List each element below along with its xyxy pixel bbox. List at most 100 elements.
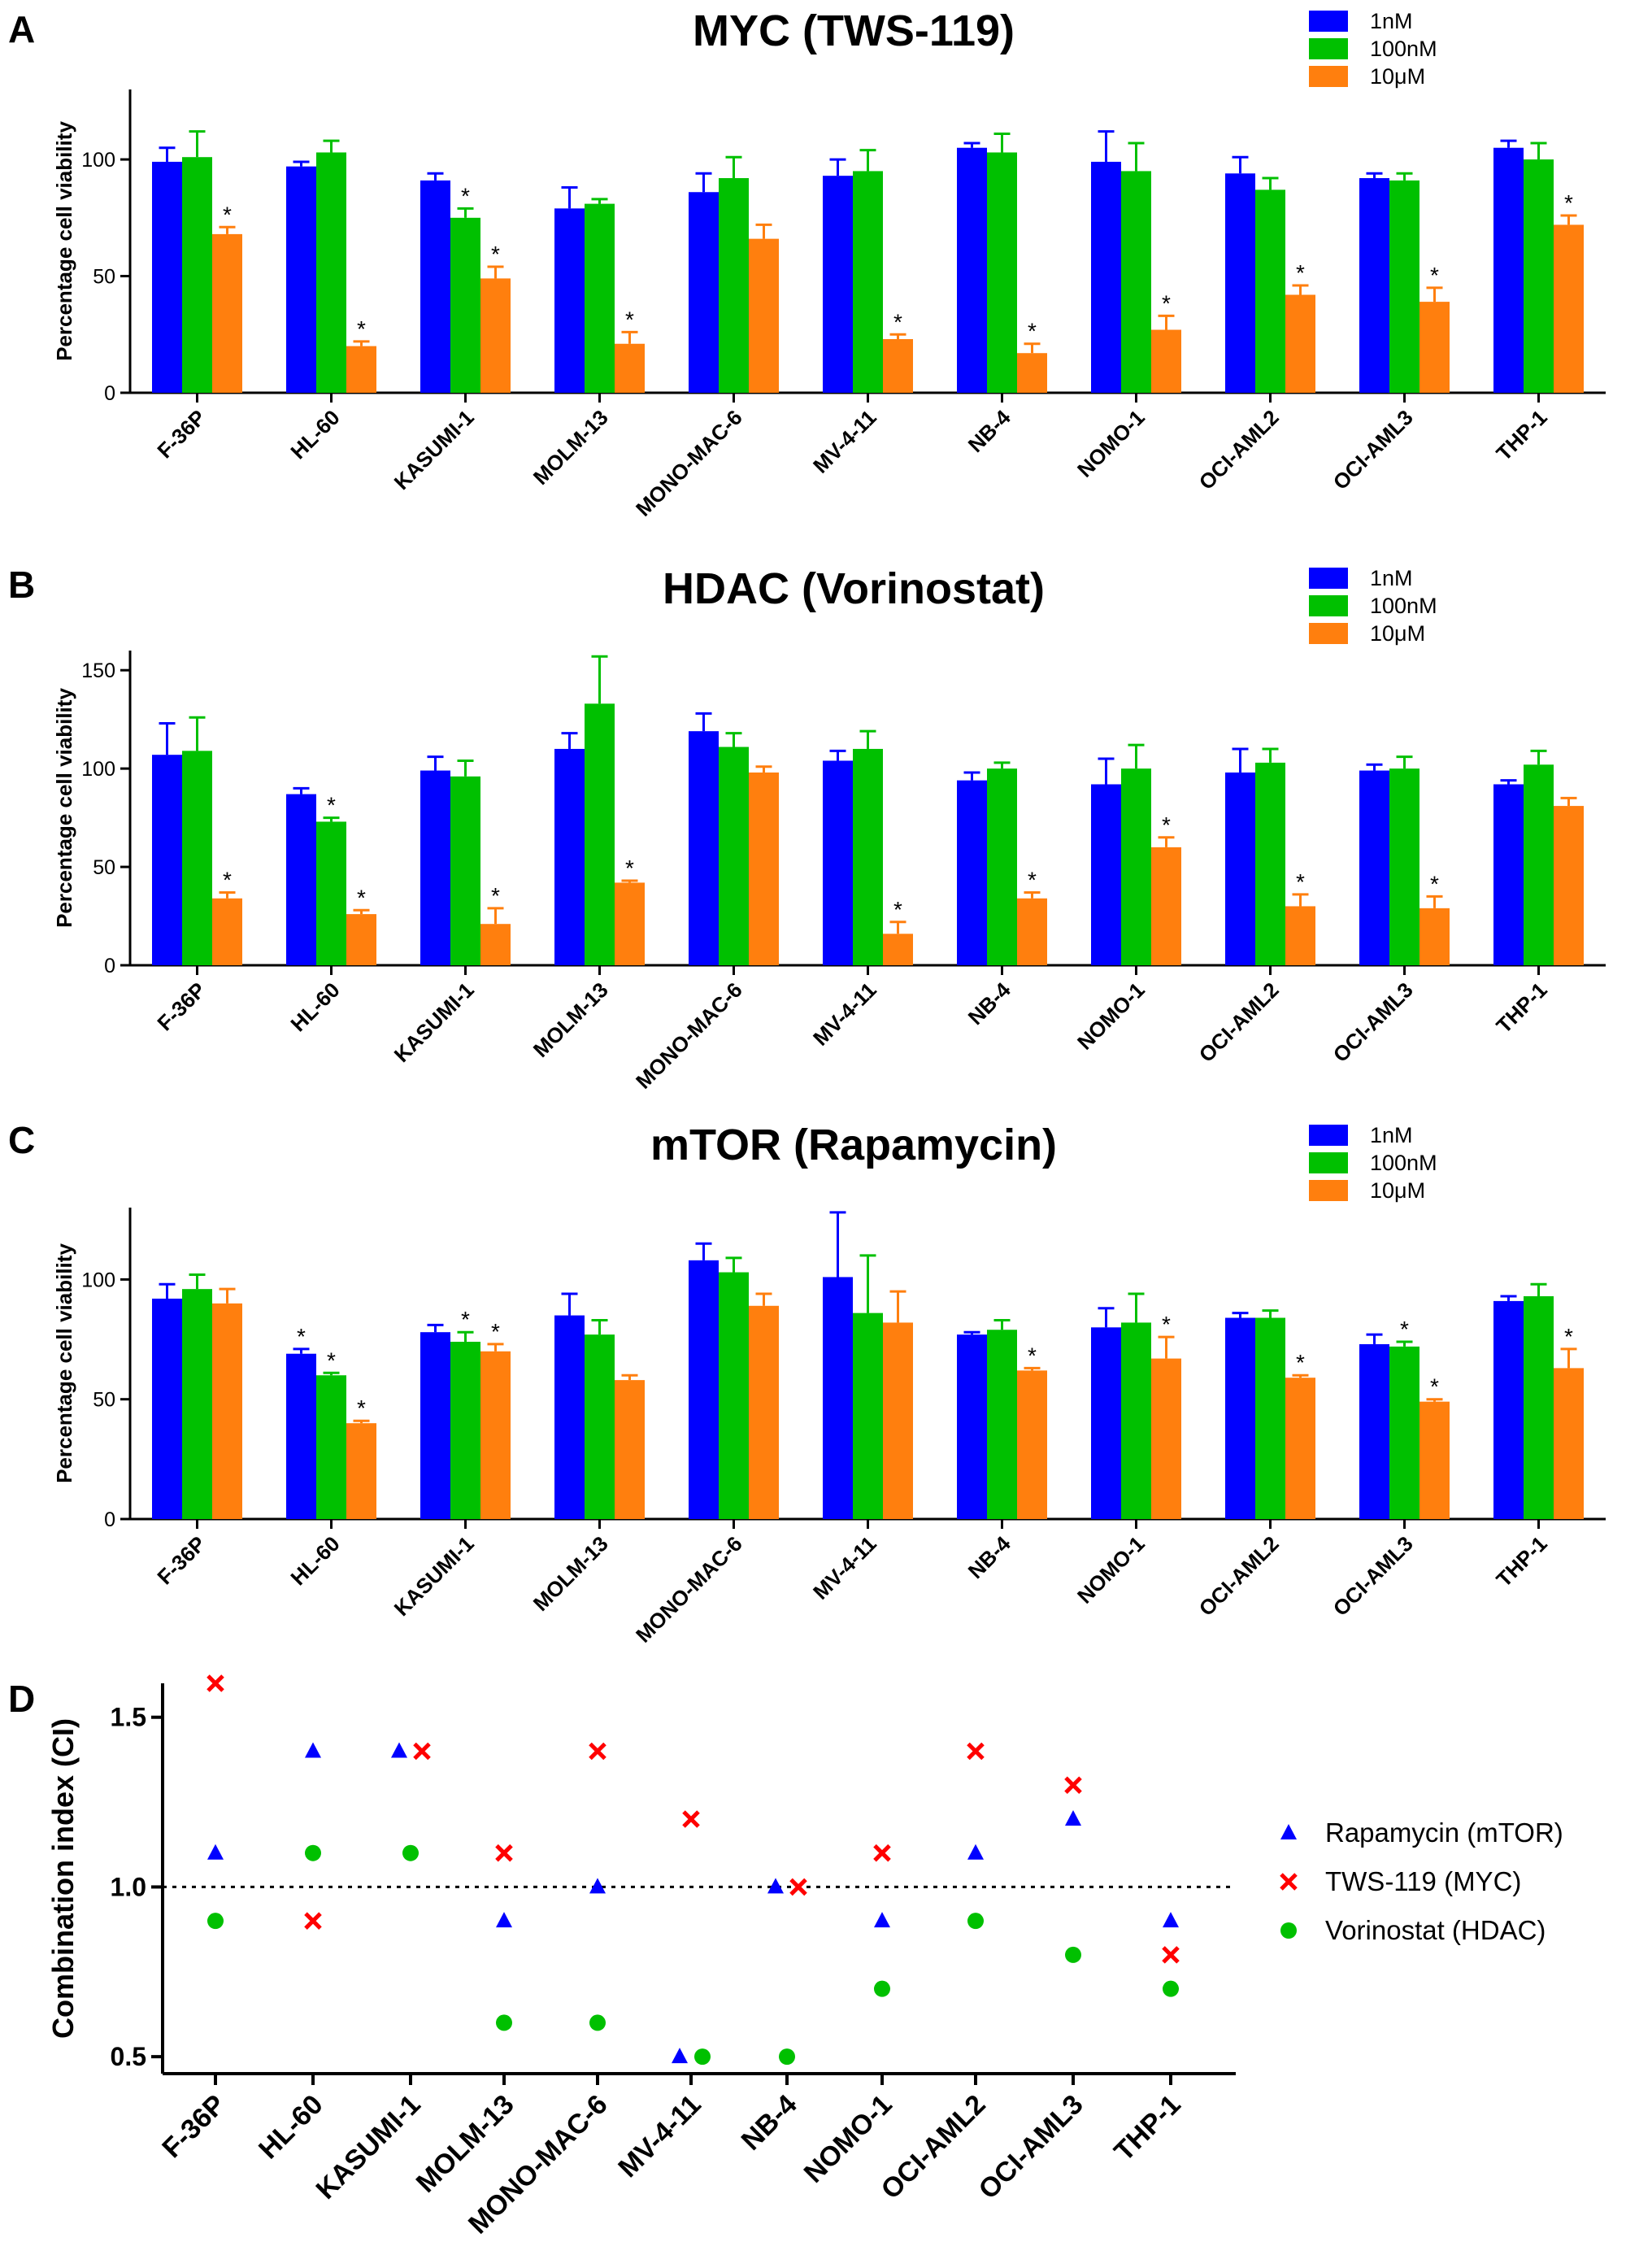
data-point	[967, 1913, 984, 1930]
legend-label: TWS-119 (MYC)	[1325, 1866, 1521, 1896]
bar	[1121, 171, 1151, 393]
x-tick-label: KASUMI-1	[389, 977, 479, 1067]
bar	[480, 924, 511, 965]
data-point	[207, 1913, 224, 1930]
x-tick-label: MV-4-11	[612, 2089, 706, 2183]
bar	[554, 1315, 585, 1519]
significance-star: *	[893, 309, 902, 334]
significance-star: *	[625, 855, 634, 881]
legend-label: 10μM	[1370, 64, 1425, 89]
x-tick-label: KASUMI-1	[311, 2089, 427, 2205]
bar	[1389, 180, 1419, 393]
panel-letter-a: A	[8, 8, 35, 50]
bar	[957, 147, 987, 393]
bar	[585, 203, 615, 393]
bar	[1493, 784, 1524, 965]
panel-b-viability-chart: B HDAC (Vorinostat) Percentage cell viab…	[8, 564, 1606, 1094]
bar	[1151, 329, 1181, 393]
x-tick-label: THP-1	[1108, 2089, 1186, 2167]
significance-star: *	[223, 202, 232, 227]
legend-swatch	[1309, 1125, 1348, 1146]
x-tick-label: OCI-AML3	[1328, 977, 1418, 1067]
bar	[689, 731, 719, 965]
significance-star: *	[625, 307, 634, 332]
bar	[987, 768, 1017, 965]
bar	[286, 1353, 316, 1519]
significance-star: *	[297, 1324, 306, 1349]
data-point	[1065, 1946, 1081, 1963]
x-tick-label: NB-4	[736, 2089, 803, 2157]
data-point	[304, 1912, 322, 1930]
x-tick-label: THP-1	[1491, 405, 1551, 465]
data-point	[207, 1844, 224, 1860]
marker-stroke	[682, 1810, 700, 1828]
x-tick-label: HL-60	[285, 405, 344, 464]
significance-star: *	[491, 883, 500, 908]
bar	[749, 1305, 779, 1519]
bar	[1524, 159, 1554, 394]
data-point	[789, 1878, 807, 1896]
bar	[853, 171, 883, 393]
bar	[883, 934, 913, 965]
data-point	[672, 2048, 688, 2064]
panel-d-combination-index-chart: D Combination index (CI) 0.5 1.0 1.5 F-36P HL…	[8, 1674, 1563, 2240]
bar	[1017, 898, 1047, 965]
significance-star: *	[223, 868, 232, 893]
bar	[1285, 906, 1315, 965]
significance-star: *	[357, 885, 366, 910]
legend-marker	[1280, 1873, 1298, 1891]
bar	[346, 1423, 376, 1519]
x-tick-label: NB-4	[963, 977, 1015, 1030]
significance-star: *	[1296, 869, 1305, 895]
data-point	[496, 1912, 512, 1928]
x-tick-label: NOMO-1	[1072, 977, 1150, 1055]
bar	[823, 760, 853, 965]
x-tick-label: MV-4-11	[808, 405, 881, 478]
bar	[450, 776, 480, 965]
data-point	[1065, 1809, 1081, 1826]
y-axis-label: Combination index (CI)	[46, 1718, 80, 2039]
significance-star: *	[1162, 290, 1171, 316]
bar	[420, 770, 450, 965]
bar	[1091, 1327, 1121, 1519]
bar	[286, 794, 316, 965]
significance-star: *	[1162, 1312, 1171, 1337]
bar	[1151, 847, 1181, 965]
bar	[152, 161, 182, 393]
x-tick-label: OCI-AML2	[1194, 977, 1284, 1067]
bar	[152, 1298, 182, 1519]
panel-letter-d: D	[8, 1678, 35, 1720]
bar	[823, 176, 853, 393]
bar	[957, 1334, 987, 1519]
legend-swatch	[1309, 595, 1348, 616]
y-tick-label: 1.5	[111, 1703, 146, 1732]
legend-swatch	[1309, 66, 1348, 87]
x-tick-label: OCI-AML3	[973, 2089, 1089, 2205]
y-axis-label: Percentage cell viability	[52, 121, 76, 361]
bar	[1017, 353, 1047, 393]
y-tick-label: 100	[81, 758, 115, 781]
bar	[212, 898, 242, 965]
x-tick-label: OCI-AML3	[1328, 1531, 1418, 1621]
chart-title-c: mTOR (Rapamycin)	[650, 1121, 1057, 1169]
x-tick-label: OCI-AML2	[1194, 405, 1284, 494]
bar	[554, 208, 585, 393]
bar	[987, 1330, 1017, 1519]
x-tick-label: KASUMI-1	[389, 405, 479, 494]
chart-title-b: HDAC (Vorinostat)	[663, 564, 1045, 613]
bar	[1524, 1296, 1554, 1519]
panel-letter-c: C	[8, 1119, 35, 1161]
bar	[480, 278, 511, 393]
bar	[152, 755, 182, 965]
significance-star: *	[1564, 1324, 1573, 1349]
data-point	[873, 1844, 891, 1862]
data-point	[967, 1844, 984, 1860]
bar	[1554, 806, 1584, 965]
significance-star: *	[1028, 319, 1037, 344]
data-point	[589, 1878, 606, 1894]
bar	[346, 346, 376, 393]
legend-label: 1nM	[1370, 566, 1413, 590]
significance-star: *	[357, 1395, 366, 1421]
significance-star: *	[1296, 1350, 1305, 1375]
